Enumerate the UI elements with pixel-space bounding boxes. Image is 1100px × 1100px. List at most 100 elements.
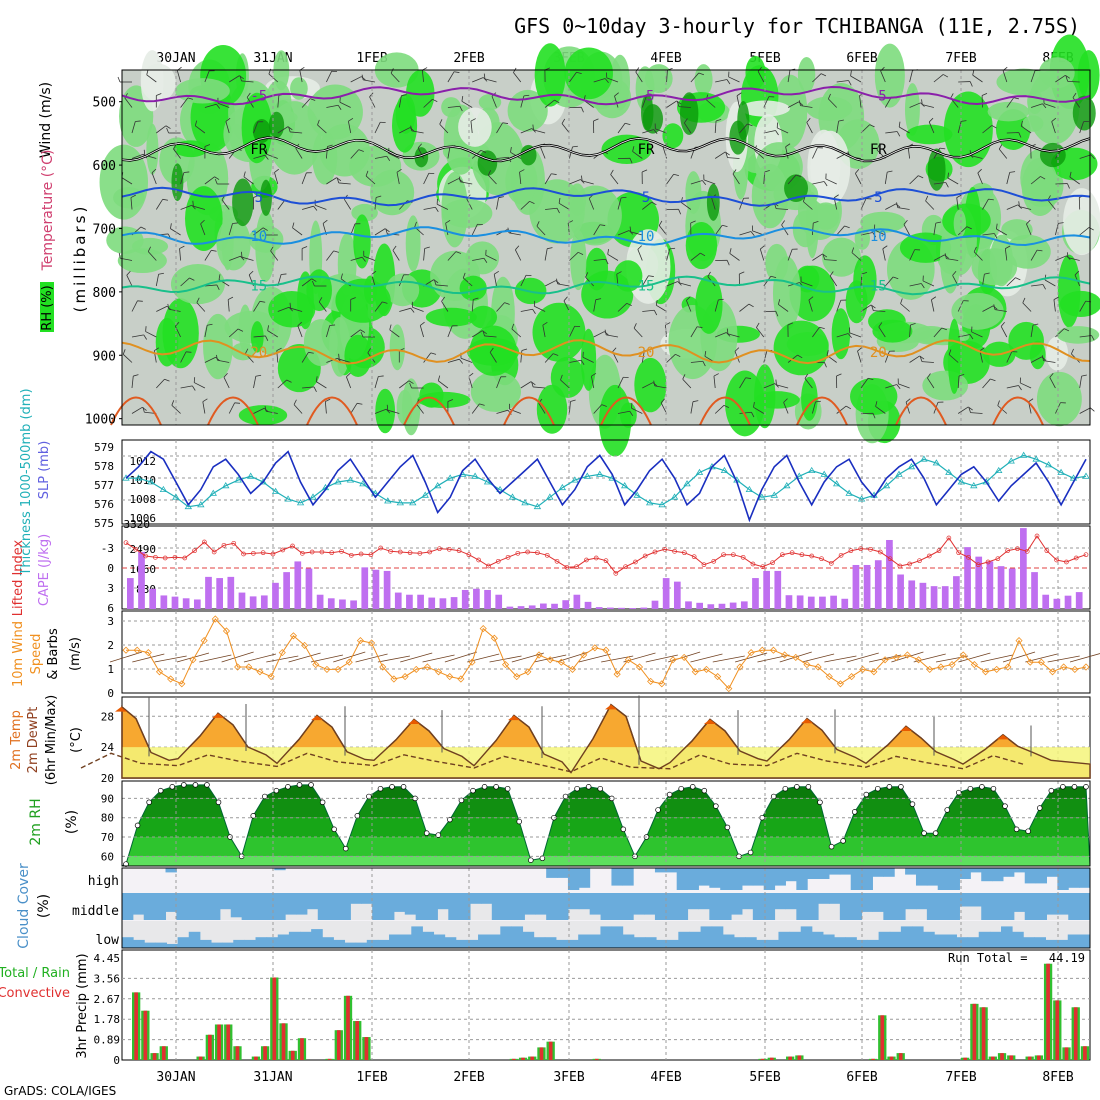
upper-wind-barb xyxy=(1055,183,1070,189)
upper-wind-barb xyxy=(1055,222,1064,236)
dewpoint-line xyxy=(80,752,1024,773)
precip-tick: 0 xyxy=(113,1054,120,1067)
upper-wind-barb xyxy=(122,349,133,363)
rh-contour-blob xyxy=(396,389,413,425)
temp-max-cap xyxy=(605,704,617,710)
wind-speed-point xyxy=(680,653,688,661)
isotherm-25-bump xyxy=(796,396,848,426)
thickness-point xyxy=(496,485,504,492)
surface-wind-barb xyxy=(199,654,232,663)
precip-convective-bar xyxy=(539,1047,544,1060)
cloud-bar-high xyxy=(1013,868,1026,873)
upper-wind-barb xyxy=(204,249,217,261)
cloud-bar-middle xyxy=(437,893,449,910)
cloud-bar-low xyxy=(733,937,746,948)
upper-wind-barb xyxy=(581,175,594,185)
precip-convective-bar xyxy=(327,1058,332,1060)
cape-bar xyxy=(272,582,279,609)
rh-contour-blob xyxy=(613,260,643,292)
upper-wind-barb xyxy=(1030,176,1046,185)
rh2m-point xyxy=(898,784,904,790)
cloud-bar-high xyxy=(763,868,776,890)
upper-wind-barb xyxy=(569,179,585,185)
cape-bar xyxy=(283,572,290,609)
li-point xyxy=(936,548,942,554)
rh2m-point xyxy=(273,787,280,794)
upper-wind-barb xyxy=(350,149,364,159)
isotherm-25-bump xyxy=(110,396,162,426)
cloud-bar-low xyxy=(967,937,980,948)
thickness-point xyxy=(808,466,816,473)
upper-wind-barb xyxy=(1004,245,1011,261)
upper-wind-barb xyxy=(614,92,619,108)
li-point xyxy=(1015,546,1020,552)
upper-wind-barb xyxy=(787,174,802,185)
x-tick-bottom: 1FEB xyxy=(356,1070,387,1085)
x-tick-top: 4FEB xyxy=(650,51,681,66)
cloud-bar-high xyxy=(905,868,917,875)
upper-wind-barb xyxy=(436,198,449,210)
upper-wind-barb xyxy=(447,105,463,112)
thickness-tick: 576 xyxy=(94,498,114,511)
thickness-point xyxy=(396,499,404,506)
li-point xyxy=(192,548,197,554)
wind-speed-point xyxy=(848,673,856,681)
cloud-bar-middle xyxy=(241,893,254,920)
upper-wind-barb xyxy=(1069,171,1080,185)
upper-wind-barb xyxy=(350,402,363,414)
upper-wind-barb xyxy=(317,119,327,134)
cloud-bar-middle xyxy=(970,893,982,907)
precip-convective-bar xyxy=(281,1023,286,1060)
upper-wind-barb xyxy=(569,71,582,83)
thickness-point xyxy=(758,493,766,500)
rh2m-point xyxy=(250,813,256,819)
upper-wind-barb xyxy=(629,226,643,236)
wind-speed-point xyxy=(301,641,309,649)
li-point xyxy=(280,547,286,553)
precip-convective-bar xyxy=(530,1056,535,1060)
upper-wind-barb xyxy=(374,155,391,161)
upper-wind-barb xyxy=(264,405,278,414)
upper-wind-barb xyxy=(556,278,570,287)
upper-wind-barb xyxy=(944,253,959,261)
upper-wind-barb xyxy=(690,220,696,236)
upper-wind-barb xyxy=(302,386,317,392)
cloud-bar-low xyxy=(667,939,679,948)
upper-wind-barb xyxy=(1030,103,1047,109)
li-point xyxy=(574,564,579,570)
li-point xyxy=(554,558,560,564)
isotherm-15 xyxy=(121,275,1091,296)
surface-wind-barb xyxy=(310,654,344,663)
li-point xyxy=(358,551,364,557)
cape-bar xyxy=(149,588,157,609)
li-point xyxy=(760,564,766,570)
surface-wind-barb xyxy=(690,653,723,663)
upper-wind-barb xyxy=(957,406,973,414)
li-point xyxy=(143,553,148,559)
upper-wind-barb xyxy=(1049,373,1056,389)
upper-wind-barb xyxy=(871,305,886,312)
li-line xyxy=(125,535,1087,574)
upper-wind-barb xyxy=(350,256,366,262)
cloud-bar-middle xyxy=(339,893,351,920)
cloud-bar-middle xyxy=(883,893,895,920)
upper-wind-barb xyxy=(776,122,789,134)
upper-wind-barb xyxy=(690,360,706,367)
rh-contour-blob xyxy=(171,163,184,202)
cloud-bar-high xyxy=(557,868,569,878)
wind-speed-point xyxy=(256,668,264,676)
cape-bar xyxy=(1042,594,1050,609)
upper-wind-barb xyxy=(933,182,949,188)
thickness-tick: 579 xyxy=(94,441,114,454)
upper-wind-barb xyxy=(1006,132,1022,138)
cape-bar xyxy=(551,603,558,609)
cloud-bar-middle xyxy=(393,893,406,912)
upper-wind-barb xyxy=(982,125,997,134)
upper-wind-barb xyxy=(982,233,998,239)
surface-wind-barb xyxy=(712,655,745,663)
cloud-bar-low xyxy=(689,931,702,948)
upper-wind-barb xyxy=(678,277,692,287)
upper-wind-barb xyxy=(253,227,268,236)
upper-wind-barb xyxy=(617,122,631,134)
thickness-point xyxy=(683,480,691,487)
